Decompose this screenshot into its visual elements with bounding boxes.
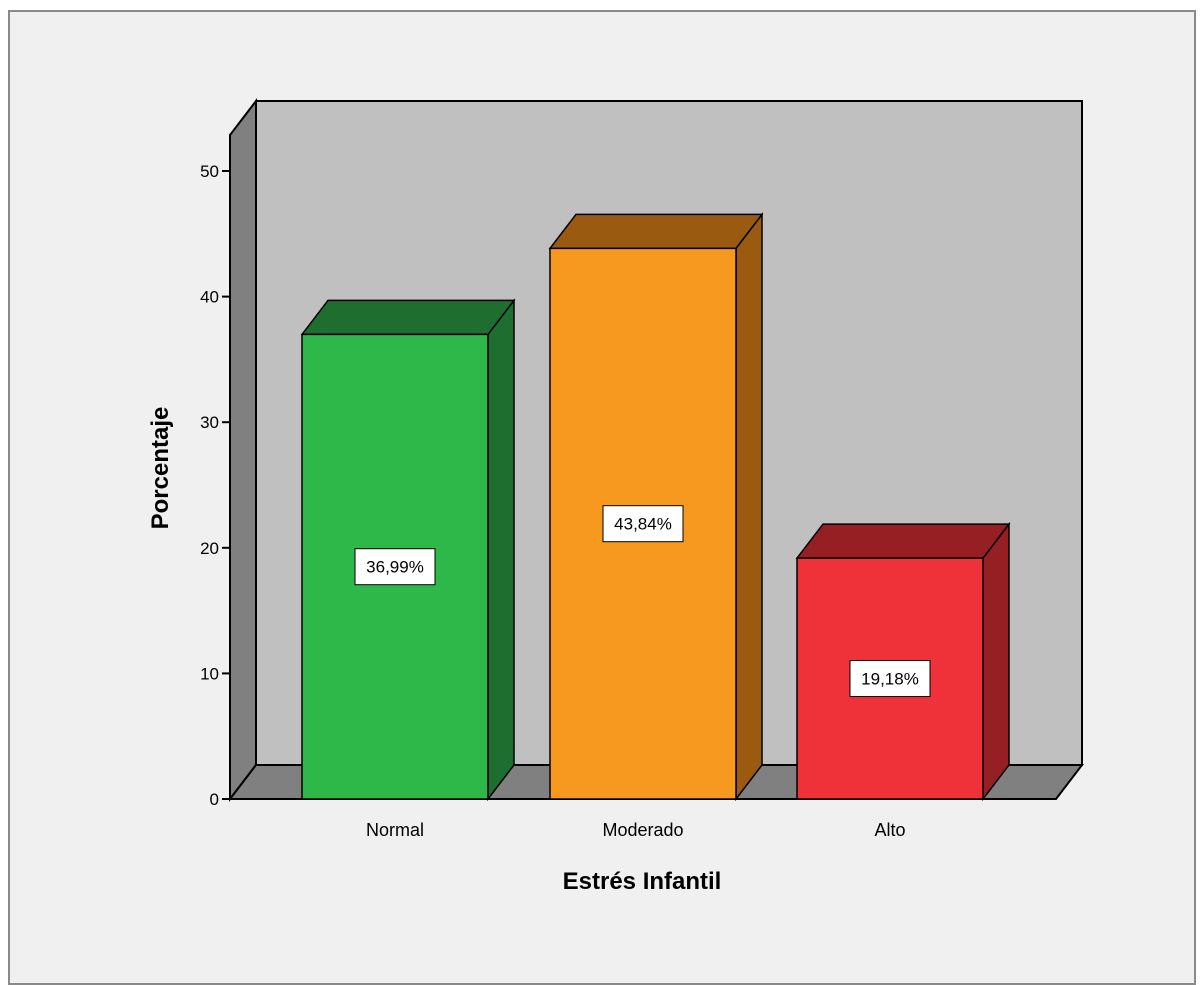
data-label: 36,99% bbox=[366, 558, 424, 577]
data-label-box bbox=[354, 548, 436, 586]
bar-side bbox=[487, 298, 515, 802]
y-tick-label-40: 40 bbox=[200, 288, 219, 307]
x-axis-title: Estrés Infantil bbox=[563, 868, 722, 895]
bar-moderado bbox=[548, 212, 764, 802]
labels: 36,99% Normal 43,84% Moderado 19,18% Alto bbox=[354, 505, 931, 840]
bar-side bbox=[735, 212, 763, 802]
bar-top bbox=[548, 213, 764, 250]
bar-top bbox=[795, 523, 1011, 559]
bar-side bbox=[982, 521, 1010, 802]
data-label: 43,84% bbox=[614, 515, 672, 534]
category-label: Normal bbox=[366, 820, 424, 840]
data-label-box bbox=[849, 660, 931, 698]
y-tick-label-50: 50 bbox=[200, 162, 219, 181]
category-label: Alto bbox=[874, 820, 905, 840]
y-axis: 0 10 20 30 40 50 bbox=[200, 162, 231, 809]
y-tick-label-30: 30 bbox=[200, 413, 219, 432]
data-label: 19,18% bbox=[861, 670, 919, 689]
bar-top bbox=[300, 299, 516, 336]
category-label: Moderado bbox=[602, 820, 683, 840]
y-tick-label-20: 20 bbox=[200, 539, 219, 558]
y-tick-label-10: 10 bbox=[200, 664, 219, 683]
y-axis-title: Porcentaje bbox=[147, 407, 174, 530]
y-tick-label-0: 0 bbox=[210, 790, 219, 809]
side-wall bbox=[229, 98, 257, 802]
data-label-box bbox=[602, 505, 684, 543]
